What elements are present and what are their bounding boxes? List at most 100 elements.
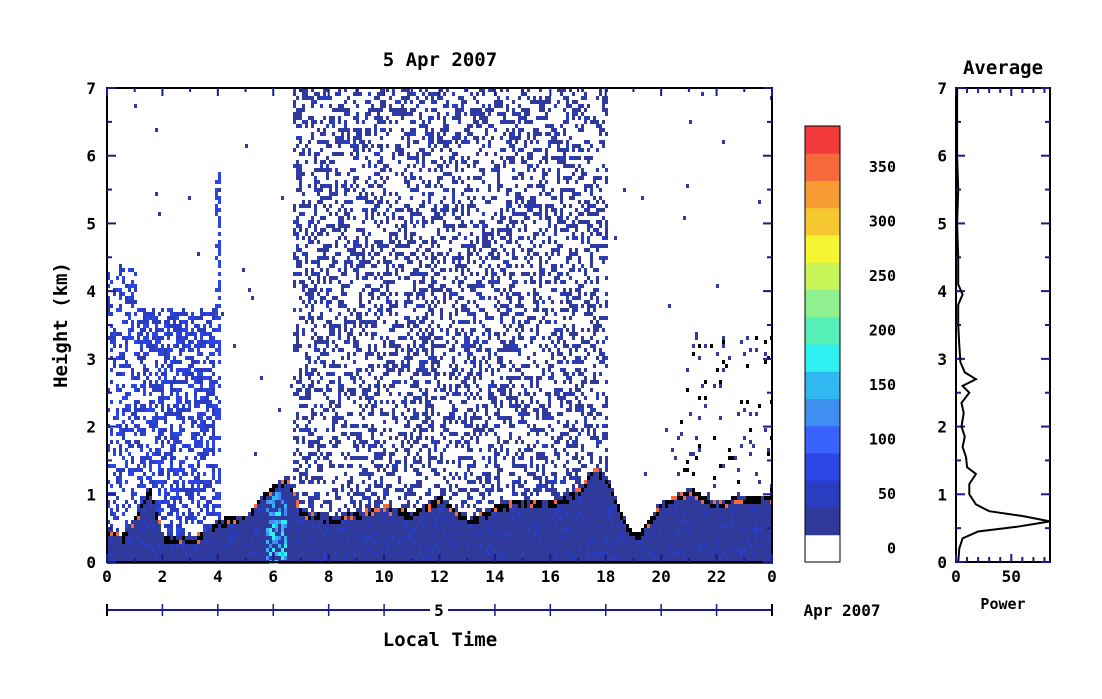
heatmap-cell	[461, 208, 464, 212]
heatmap-cell	[170, 348, 173, 352]
heatmap-cell	[350, 556, 353, 560]
heatmap-cell	[308, 240, 311, 244]
heatmap-cell	[269, 504, 272, 508]
heatmap-cell	[185, 312, 188, 316]
heatmap-cell	[302, 472, 305, 476]
heatmap-cell	[158, 396, 161, 400]
heatmap-cell	[218, 284, 221, 288]
heatmap-cell	[170, 444, 173, 448]
heatmap-cell	[218, 196, 221, 200]
heatmap-cell	[461, 548, 464, 552]
heatmap-cell	[386, 296, 389, 300]
heatmap-cell	[287, 548, 290, 552]
heatmap-cell	[464, 456, 467, 460]
heatmap-cell	[404, 304, 407, 308]
heatmap-cell	[389, 340, 392, 344]
heatmap-cell	[368, 556, 371, 560]
heatmap-cell	[350, 152, 353, 156]
heatmap-cell	[341, 516, 344, 520]
heatmap-cell	[437, 536, 440, 540]
heatmap-cell	[446, 540, 449, 544]
heatmap-cell	[179, 544, 182, 548]
heatmap-cell	[458, 548, 461, 552]
heatmap-cell	[464, 380, 467, 384]
heatmap-cell	[179, 528, 182, 532]
heatmap-cell	[443, 532, 446, 536]
heatmap-cell	[203, 548, 206, 552]
heatmap-cell	[179, 388, 182, 392]
heatmap-cell	[320, 532, 323, 536]
heatmap-cell	[293, 332, 296, 336]
heatmap-cell	[170, 548, 173, 552]
heatmap-cell	[341, 388, 344, 392]
heatmap-cell	[266, 504, 269, 508]
heatmap-cell	[416, 160, 419, 164]
heatmap-cell	[425, 408, 428, 412]
heatmap-cell	[425, 444, 428, 448]
heatmap-cell	[422, 100, 425, 104]
heatmap-cell	[470, 456, 473, 460]
heatmap-cell	[431, 280, 434, 284]
heatmap-cell	[458, 216, 461, 220]
heatmap-cell	[341, 552, 344, 556]
heatmap-cell	[149, 536, 152, 540]
heatmap-cell	[188, 532, 191, 536]
heatmap-cell	[134, 400, 137, 404]
heatmap-cell	[335, 168, 338, 172]
heatmap-cell	[296, 416, 299, 420]
heatmap-cell	[446, 428, 449, 432]
heatmap-cell	[212, 352, 215, 356]
heatmap-cell	[446, 328, 449, 332]
heatmap-cell	[314, 440, 317, 444]
heatmap-cell	[131, 324, 134, 328]
heatmap-cell	[350, 480, 353, 484]
heatmap-cell	[473, 328, 476, 332]
heatmap-cell	[320, 200, 323, 204]
heatmap-cell	[401, 268, 404, 272]
heatmap-cell	[251, 524, 254, 528]
heatmap-cell	[386, 144, 389, 148]
heatmap-cell	[194, 368, 197, 372]
heatmap-cell	[119, 268, 122, 272]
heatmap-cell	[389, 344, 392, 348]
heatmap-cell	[443, 548, 446, 552]
heatmap-cell	[122, 280, 125, 284]
heatmap-cell	[119, 296, 122, 300]
heatmap-cell	[125, 440, 128, 444]
heatmap-cell	[146, 488, 149, 492]
heatmap-cell	[338, 280, 341, 284]
heatmap-cell	[440, 284, 443, 288]
heatmap-cell	[380, 464, 383, 468]
heatmap-cell	[206, 508, 209, 512]
heatmap-cell	[215, 188, 218, 192]
heatmap-cell	[116, 416, 119, 420]
heatmap-cell	[368, 140, 371, 144]
heatmap-cell	[452, 544, 455, 548]
heatmap-cell	[293, 148, 296, 152]
heatmap-cell	[464, 244, 467, 248]
heatmap-cell	[299, 116, 302, 120]
heatmap-cell	[128, 472, 131, 476]
heatmap-cell	[326, 528, 329, 532]
heatmap-cell	[305, 556, 308, 560]
heatmap-cell	[113, 340, 116, 344]
heatmap-cell	[176, 508, 179, 512]
heatmap-cell	[419, 396, 422, 400]
heatmap-cell	[374, 172, 377, 176]
heatmap-cell	[449, 172, 452, 176]
heatmap-cell	[194, 392, 197, 396]
heatmap-cell	[314, 204, 317, 208]
heatmap-cell	[110, 552, 113, 556]
heatmap-cell	[371, 272, 374, 276]
heatmap-cell	[116, 432, 119, 436]
heatmap-cell	[413, 516, 416, 520]
heatmap-cell	[224, 556, 227, 560]
heatmap-cell	[296, 556, 299, 560]
heatmap-cell	[467, 284, 470, 288]
heatmap-cell	[437, 540, 440, 544]
heatmap-cell	[473, 380, 476, 384]
heatmap-cell	[401, 364, 404, 368]
heatmap-cell	[182, 544, 185, 548]
heatmap-cell	[317, 536, 320, 540]
heatmap-cell	[149, 544, 152, 548]
